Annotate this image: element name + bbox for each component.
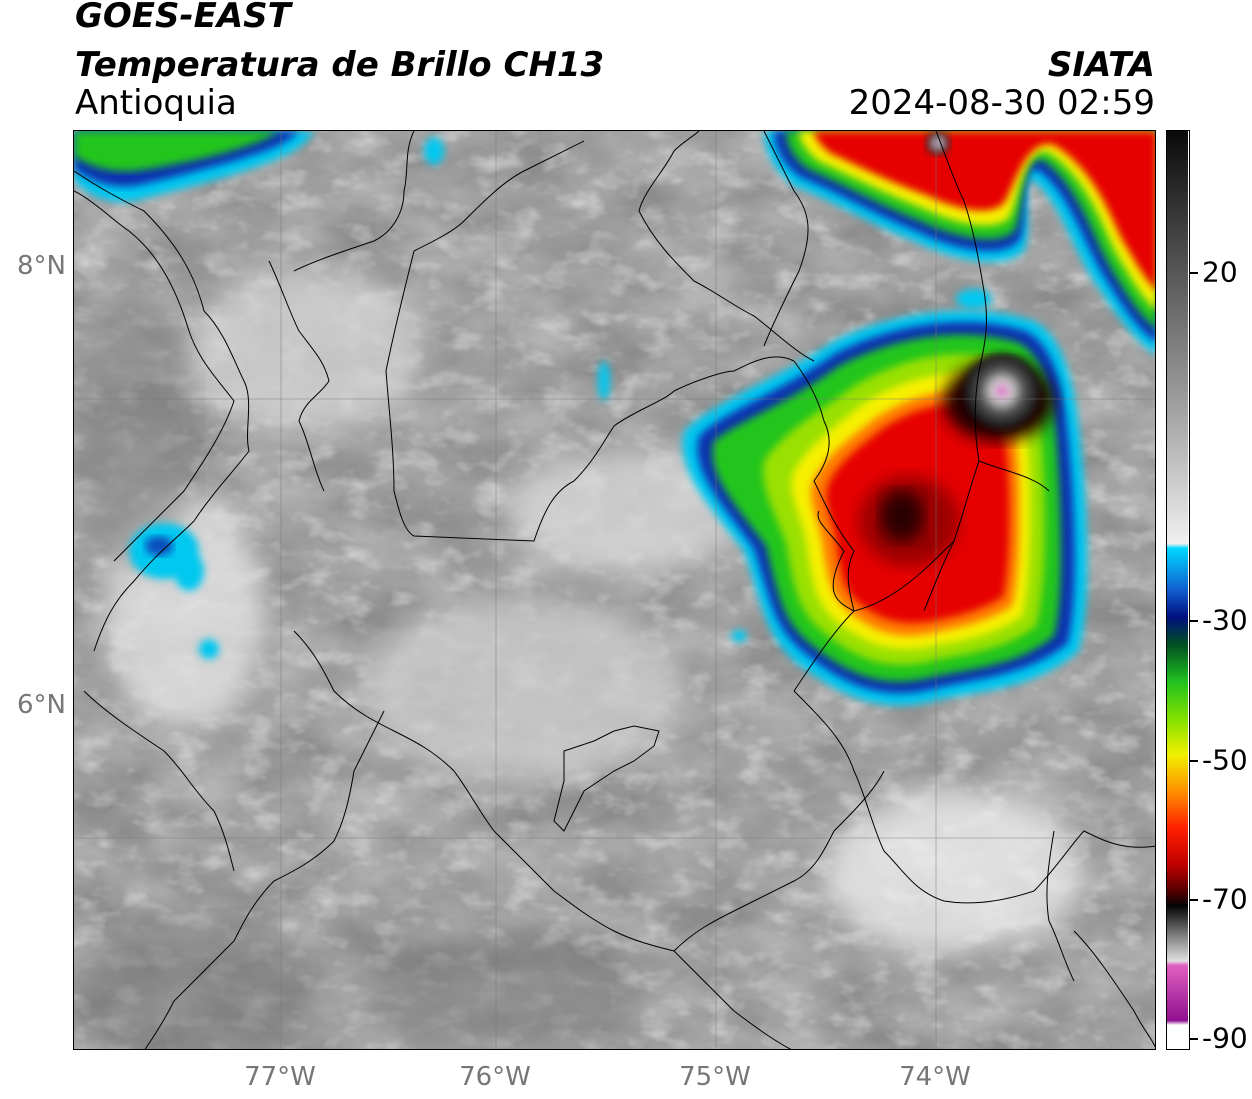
product-title: Temperatura de Brillo CH13 xyxy=(75,45,605,85)
northern-storm xyxy=(764,131,1155,355)
lat-label-6n: 6°N xyxy=(17,690,66,720)
overshooting-top xyxy=(964,353,1040,429)
map-title: GOES-EAST xyxy=(75,0,291,36)
colorbar-label: -70 xyxy=(1202,882,1248,916)
colorbar-label: -50 xyxy=(1202,743,1248,777)
datetime-label: 2024-08-30 02:59 xyxy=(848,83,1155,123)
colorbar-label: -90 xyxy=(1202,1021,1248,1055)
colorbar-tick xyxy=(1190,1038,1198,1040)
satellite-map xyxy=(73,130,1156,1050)
map-canvas xyxy=(74,131,1155,1049)
lon-label-77w: 77°W xyxy=(244,1062,316,1092)
colorbar-tick xyxy=(1190,760,1198,762)
lon-label-75w: 75°W xyxy=(679,1062,751,1092)
northwest-storm xyxy=(74,131,314,202)
lat-label-8n: 8°N xyxy=(17,251,66,281)
lon-label-74w: 74°W xyxy=(899,1062,971,1092)
region-label: Antioquia xyxy=(75,83,237,123)
colorbar-tick xyxy=(1190,899,1198,901)
colorbar-label: 20 xyxy=(1202,255,1238,289)
lon-label-76w: 76°W xyxy=(459,1062,531,1092)
gridlines xyxy=(74,131,1155,1049)
colorbar-tick xyxy=(1190,272,1198,274)
colorbar-gradient xyxy=(1167,131,1188,1048)
temperature-colorbar xyxy=(1166,130,1190,1050)
colorbar-label: -30 xyxy=(1202,603,1248,637)
borders xyxy=(74,131,1155,1049)
agency-label: SIATA xyxy=(1047,45,1155,85)
colorbar-tick xyxy=(1190,620,1198,622)
convective-storm xyxy=(682,310,1088,706)
dark-clear-areas xyxy=(74,291,634,1049)
